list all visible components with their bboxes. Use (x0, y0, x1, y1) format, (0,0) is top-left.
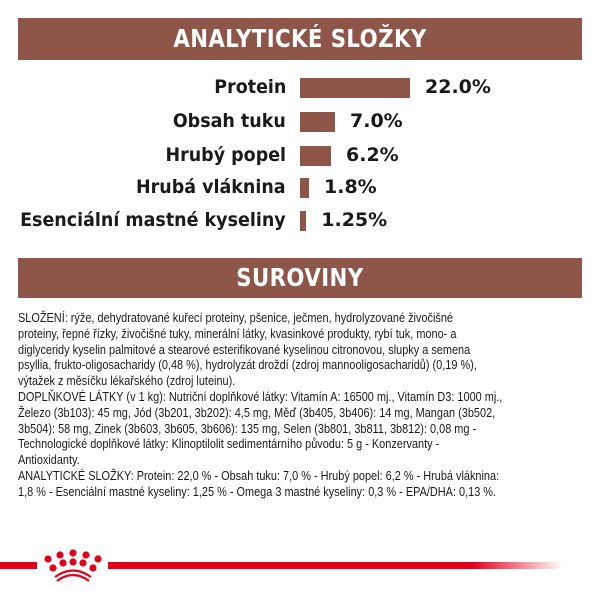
bar (300, 112, 335, 132)
bar-value-label: 1.8% (324, 176, 377, 198)
ingredients-line: psyllia, frukto-oligosacharidy (0,48 %),… (18, 357, 477, 373)
ingredients-line: 1,8 % - Esenciální mastné kyseliny: 1,25… (18, 483, 497, 499)
brand-line-right (108, 562, 563, 569)
bar-label: Protein (213, 76, 286, 98)
ingredients-line: výtažek z měsíčku lékařského (zdroj lute… (18, 373, 236, 389)
ingredients-line: Železo (3b103): 45 mg, Jód (3b201, 3b202… (18, 404, 496, 420)
ingredients-line: DOPLŇKOVÉ LÁTKY (v 1 kg): Nutriční doplň… (18, 388, 503, 404)
ingredients-text: SLOŽENÍ: rýže, dehydratované kuřecí prot… (18, 310, 595, 500)
bar-row: Obsah tuku 7.0% (0, 106, 600, 136)
bar (300, 146, 331, 166)
ingredients-header: SUROVINY (18, 258, 582, 298)
bar (300, 178, 309, 198)
bar-row: Hrubý popel 6.2% (0, 140, 600, 170)
bar-label: Obsah tuku (173, 110, 286, 132)
analytical-title: ANALYTICKÉ SLOŽKY (173, 24, 427, 53)
bar (300, 211, 307, 231)
bar-value-label: 7.0% (350, 110, 403, 132)
ingredients-line: Antioxidanty. (18, 452, 80, 468)
footer-brand-line (0, 549, 563, 582)
bar-row: Esenciální mastné kyseliny 1.25% (0, 205, 600, 235)
bar-value-label: 1.25% (321, 209, 388, 231)
bar-value-label: 6.2% (346, 144, 399, 166)
bar-row: Hrubá vláknina 1.8% (0, 172, 600, 202)
ingredients-line: 3b504): 58 mg, Zinek (3b603, 3b605, 3b60… (18, 420, 477, 436)
bar-label: Esenciální mastné kyseliny (20, 209, 286, 231)
bar-row: Protein 22.0% (0, 72, 600, 102)
ingredients-title: SUROVINY (236, 263, 364, 292)
analytical-bar-chart: Protein 22.0% Obsah tuku 7.0% Hrubý popel 6.2… (0, 70, 600, 240)
brand-line-left (0, 562, 37, 569)
ingredients-line: diglyceridy kyselin palmitové a stearové… (18, 341, 471, 357)
bar-value-label: 22.0% (425, 76, 491, 98)
royal-canin-crown-icon (44, 549, 102, 582)
ingredients-line: Technologické doplňkové látky: Klinoptil… (18, 436, 440, 452)
ingredients-line: ANALYTICKÉ SLOŽKY: Protein: 22,0 % - Obs… (18, 467, 500, 483)
ingredients-line: SLOŽENÍ: rýže, dehydratované kuřecí prot… (18, 310, 453, 325)
bar-label: Hrubá vláknina (136, 176, 286, 198)
bar-label: Hrubý popel (165, 144, 286, 166)
ingredients-line: proteiny, řepné řízky, živočišné tuky, m… (18, 325, 457, 341)
analytical-header: ANALYTICKÉ SLOŽKY (18, 18, 582, 60)
bar (300, 78, 410, 98)
